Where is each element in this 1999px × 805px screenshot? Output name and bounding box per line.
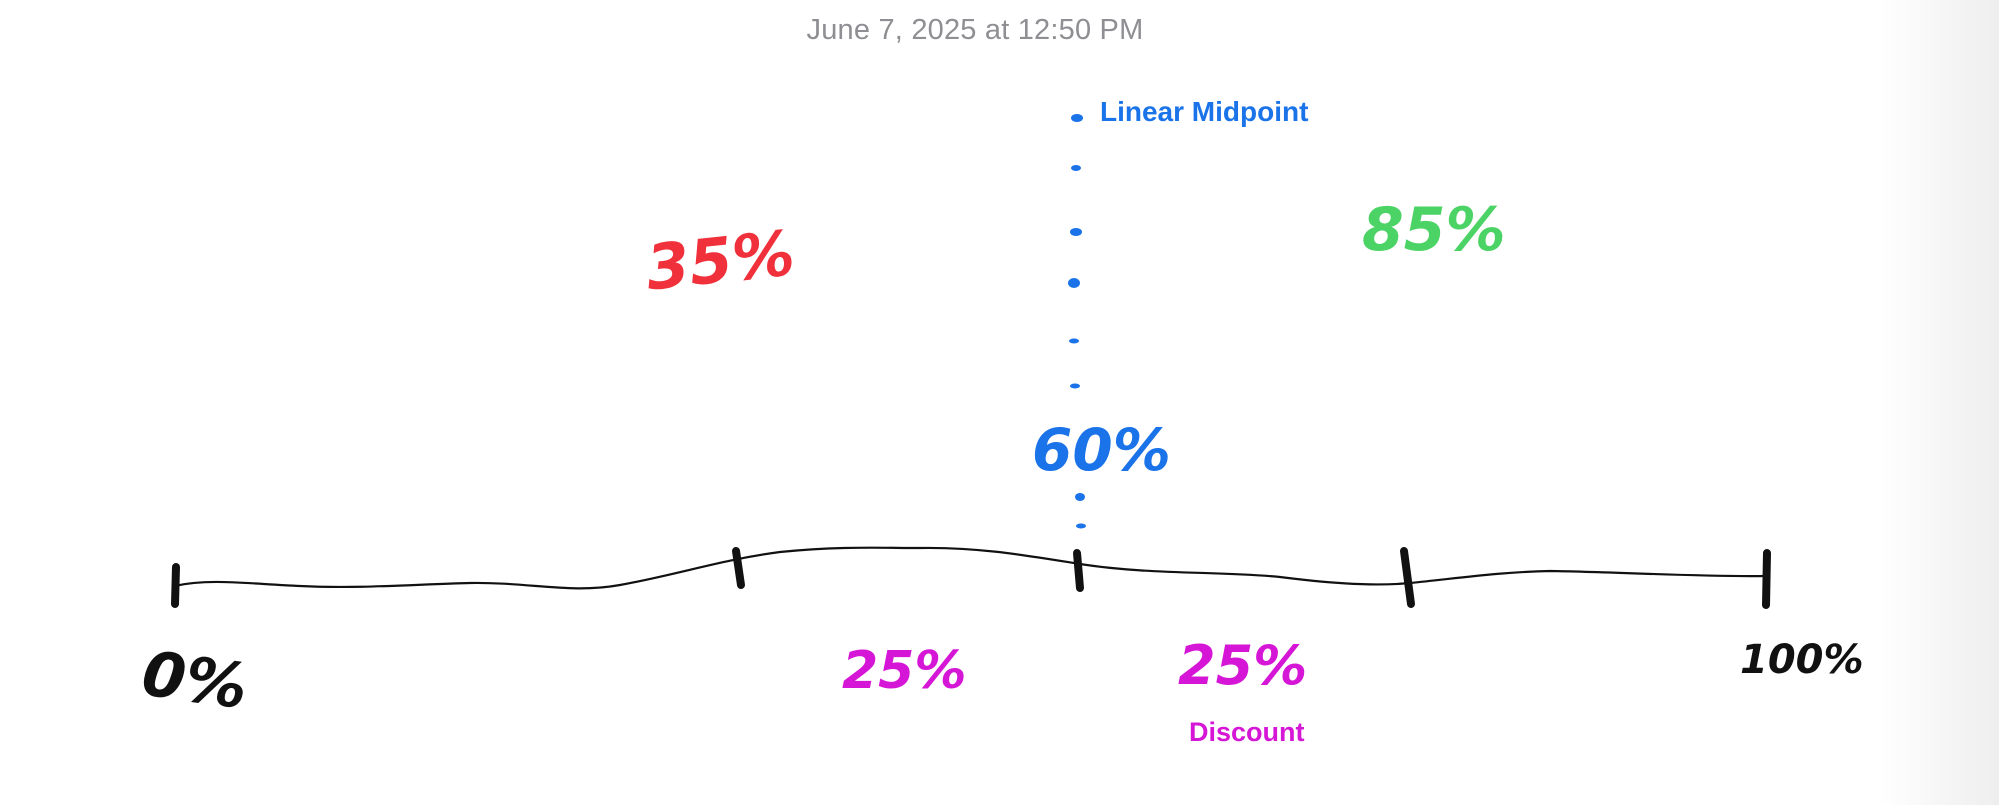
discount-label: Discount — [1189, 717, 1305, 747]
number-line — [173, 546, 1767, 590]
linear-midpoint-label: Linear Midpoint — [1100, 96, 1308, 127]
label-100-percent: 100% — [1740, 637, 1864, 683]
right-segment-value-25: 25% — [1178, 634, 1307, 697]
label-0-percent: 0% — [138, 636, 252, 723]
left-segment-value-25: 25% — [842, 641, 966, 701]
green-value-85: 85% — [1362, 195, 1506, 265]
red-value-35: 35% — [643, 216, 798, 304]
midpoint-value-60: 60% — [1032, 416, 1171, 484]
midpoint-dotted-line — [1068, 114, 1086, 529]
tick-25 — [732, 547, 745, 589]
note-timestamp: June 7, 2025 at 12:50 PM — [806, 14, 1144, 46]
tick-100 — [1762, 549, 1771, 609]
tick-75 — [1400, 547, 1415, 608]
tick-50 — [1073, 549, 1084, 592]
tick-0 — [171, 563, 180, 608]
